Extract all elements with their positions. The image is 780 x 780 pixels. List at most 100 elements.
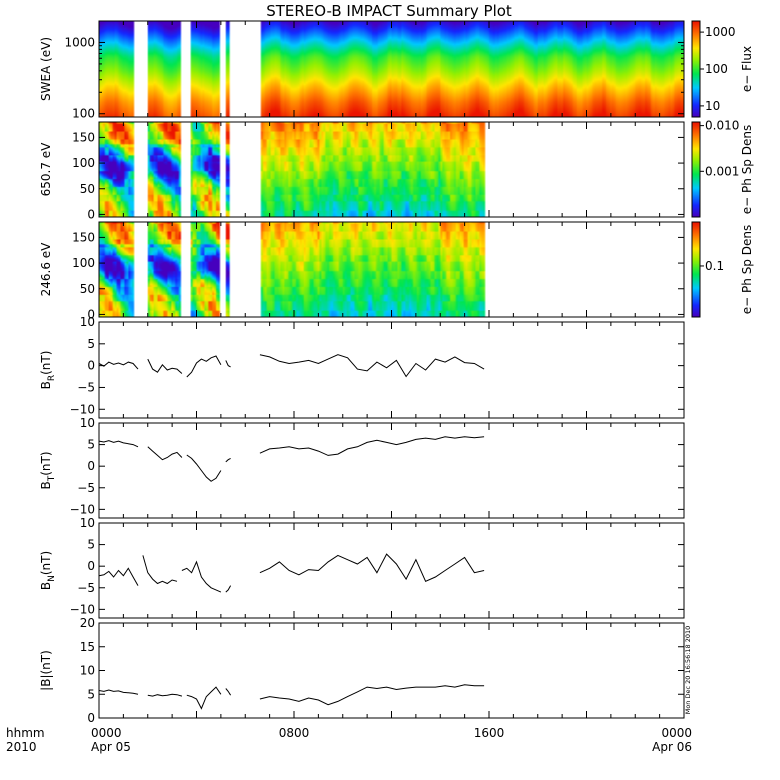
series-line	[147, 358, 183, 374]
colorbar-label: e− Flux	[740, 46, 754, 92]
time-tick-label: 0000	[661, 726, 692, 740]
panel-swea: 10 100 1000 e− Flux 100 1000 SWEA (eV)	[39, 20, 754, 121]
y-tick-label: −5	[77, 380, 95, 394]
panel-pad246: 0.1 e− Ph Sp Dens 0 50 100 150 246.6 eV	[39, 221, 754, 321]
y-tick-label: 5	[87, 687, 95, 701]
y-axis-label: 246.6 eV	[39, 242, 53, 297]
y-tick-label: 100	[72, 256, 95, 270]
series-line	[186, 686, 222, 710]
panel-bn: −10 −5 0 5 10 BN(nT)	[39, 516, 685, 619]
colorbar-tick-label: 10	[705, 99, 720, 113]
y-axis-label: SWEA (eV)	[39, 37, 53, 101]
y-axis-label-part: (nT)	[39, 451, 53, 475]
panel-frame	[98, 522, 685, 619]
timestamp-stamp: Mon Dec 20 16:56:18 2010	[684, 626, 692, 715]
y-axis-label-part: R	[47, 375, 57, 381]
series-line	[147, 446, 183, 461]
y-tick-label: 50	[80, 182, 95, 196]
colorbar-tick-label: 0.1	[705, 259, 724, 273]
y-tick-label: −5	[77, 581, 95, 595]
y-axis-label-part: |B|	[39, 674, 53, 690]
y-tick-label: 0	[87, 559, 95, 573]
colorbar-label: e− Ph Sp Dens	[740, 125, 754, 214]
time-tick-label: 0000	[91, 726, 122, 740]
colorbar-frame	[691, 221, 701, 318]
series-line	[98, 361, 139, 370]
y-tick-label: 150	[72, 130, 95, 144]
series-line	[259, 436, 485, 456]
time-tick-label: 1600	[474, 726, 505, 740]
series-line	[98, 567, 139, 586]
colorbar-label: e− Ph Sp Dens	[740, 225, 754, 314]
colorbar	[692, 222, 700, 317]
y-tick-label: 10	[80, 664, 95, 678]
y-tick-label: −10	[70, 402, 95, 416]
y-axis-label-part: (nT)	[39, 650, 53, 674]
panel-br: −10 −5 0 5 10 BR(nT)	[39, 315, 685, 419]
y-tick-label: −10	[70, 602, 95, 616]
y-tick-label: 0	[87, 207, 95, 221]
time-axis-corner-label: hhmm	[6, 726, 45, 740]
series-line	[259, 354, 485, 378]
panel-frame	[98, 422, 685, 519]
y-tick-label: 10	[80, 516, 95, 530]
y-axis-label-part: (nT)	[39, 351, 53, 375]
y-axis-label-part: T	[47, 475, 57, 482]
colorbar-tick-label: 0.001	[705, 164, 739, 178]
y-tick-label: 0	[87, 359, 95, 373]
time-axis: Mon Dec 20 16:56:18 2010hhmm20100000Apr …	[6, 626, 692, 754]
panel-pad650: 0.001 0.010 e− Ph Sp Dens 0 50 100 150 650.7 eV	[39, 119, 754, 222]
y-tick-label: 5	[87, 337, 95, 351]
colorbar-tick-label: 100	[705, 62, 728, 76]
heatmap	[99, 21, 684, 117]
series-line	[98, 689, 139, 695]
series-line	[225, 585, 232, 593]
heatmap	[99, 222, 684, 317]
y-tick-label: 0	[87, 711, 95, 725]
series-line	[142, 555, 178, 585]
y-tick-label: 100	[72, 107, 95, 121]
series-line	[225, 457, 231, 463]
colorbar-tick-label: 0.010	[705, 119, 739, 133]
series-line	[181, 560, 222, 593]
y-axis-label: 650.7 eV	[39, 142, 53, 197]
time-axis-corner-label: 2010	[6, 740, 37, 754]
time-tick-sublabel: Apr 05	[91, 740, 131, 754]
panel-bmag: 0 5 10 15 20 |B|(nT)	[39, 616, 685, 725]
y-axis-label-part: B	[39, 381, 53, 389]
y-tick-label: 100	[72, 156, 95, 170]
series-line	[186, 454, 222, 482]
y-tick-label: 0	[87, 307, 95, 321]
panel-frame	[98, 321, 685, 419]
y-axis-label: |B|(nT)	[39, 650, 53, 691]
y-axis-label-part: B	[39, 582, 53, 590]
y-axis-label: BT(nT)	[39, 451, 57, 489]
y-tick-label: 5	[87, 438, 95, 452]
series-line	[186, 355, 222, 378]
y-tick-label: 50	[80, 282, 95, 296]
y-tick-label: −5	[77, 481, 95, 495]
time-tick-sublabel: Apr 06	[652, 740, 692, 754]
y-tick-label: 5	[87, 538, 95, 552]
y-tick-label: 0	[87, 459, 95, 473]
y-tick-label: 10	[80, 315, 95, 329]
series-line	[225, 688, 232, 696]
colorbar-tick-label: 1000	[705, 25, 736, 39]
y-axis-label-part: N	[47, 575, 57, 582]
series-line	[147, 693, 183, 697]
time-tick-label: 0800	[279, 726, 310, 740]
heatmap	[99, 122, 684, 217]
y-axis-label: BN(nT)	[39, 551, 57, 590]
colorbar	[692, 122, 700, 217]
series-line	[259, 553, 485, 582]
y-axis-label-part: SWEA (eV)	[39, 37, 53, 101]
y-axis-label-part: (nT)	[39, 551, 53, 575]
panel-frame	[98, 622, 685, 719]
y-axis-label: BR(nT)	[39, 351, 57, 390]
series-line	[225, 360, 231, 368]
series-line	[259, 684, 485, 706]
figure-title: STEREO-B IMPACT Summary Plot	[266, 2, 512, 20]
y-axis-label-part: 246.6 eV	[39, 242, 53, 297]
